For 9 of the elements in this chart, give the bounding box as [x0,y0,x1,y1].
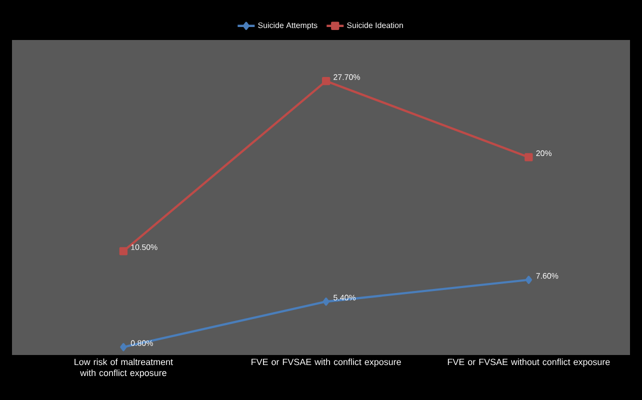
x-tick-label: FVE or FVSAE without conflict exposure [448,358,610,367]
x-tick-label: Low risk of maltreatment with conflict exposure [74,358,173,378]
point [119,247,128,256]
x-tick-label: FVE or FVSAE with conflict exposure [252,358,401,367]
point [524,153,533,162]
point [120,343,127,352]
point [322,77,330,86]
point [322,298,330,306]
point [525,276,532,284]
